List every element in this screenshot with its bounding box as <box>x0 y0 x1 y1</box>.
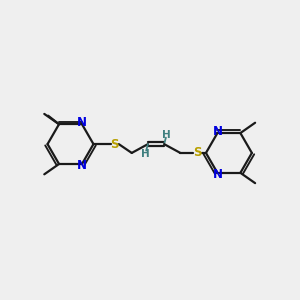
Text: S: S <box>193 146 202 159</box>
Text: N: N <box>212 125 222 138</box>
Text: N: N <box>77 159 87 172</box>
Text: N: N <box>212 168 222 181</box>
Text: H: H <box>141 148 150 158</box>
Text: H: H <box>162 130 171 140</box>
Text: S: S <box>110 138 119 151</box>
Text: N: N <box>77 116 87 129</box>
